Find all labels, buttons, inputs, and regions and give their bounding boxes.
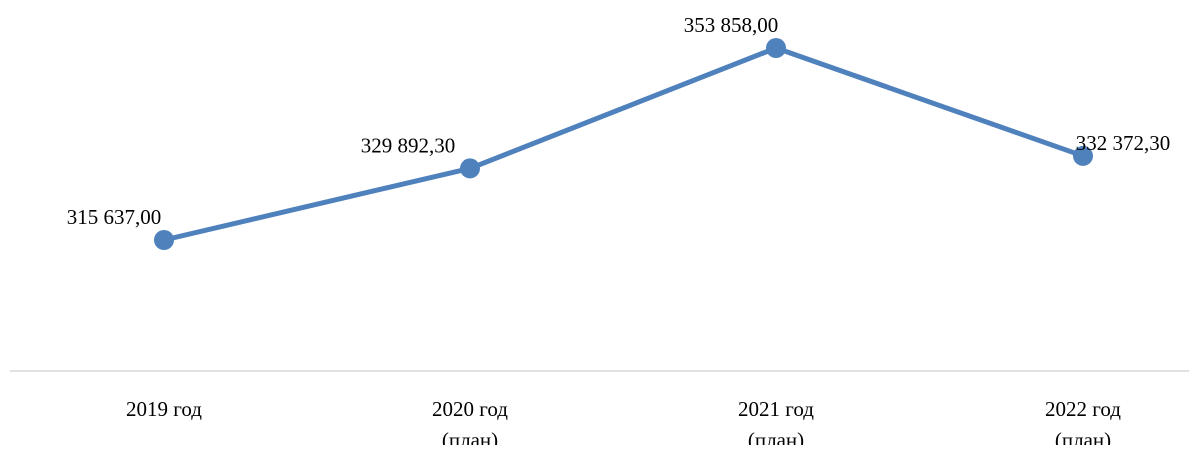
x-tick-label-line: 2019 год [126,397,202,421]
data-point [154,230,174,250]
x-tick-label-line: (план) [748,428,804,445]
x-tick-label: 2019 год [126,397,202,421]
data-label: 315 637,00 [67,205,162,229]
x-tick-label-line: (план) [1055,428,1111,445]
x-tick-label: 2020 год (план) [432,397,508,445]
x-tick-label-line: 2022 год [1045,397,1121,421]
series-line [163,45,1084,243]
x-axis-categories: 2019 год 2020 год (план)2021 год (план)2022… [126,397,1121,450]
data-labels-layer: 315 637,00 329 892,30 353 858,00 332 372,30 [67,13,1171,229]
data-point [460,158,480,179]
data-label: 353 858,00 [684,13,779,37]
x-tick-label: 2022 год (план) [1045,397,1121,445]
data-label: 329 892,30 [361,133,456,157]
x-tick-label: 2021 год (план) [738,397,814,445]
data-label: 332 372,30 [1076,131,1171,155]
series-layer [154,38,1093,250]
x-tick-label-line: (план) [442,428,498,445]
x-tick-label-line: 2021 год [738,397,814,421]
x-tick-label-line: 2020 год [432,397,508,421]
data-point [766,38,786,58]
data-point [1073,145,1093,166]
